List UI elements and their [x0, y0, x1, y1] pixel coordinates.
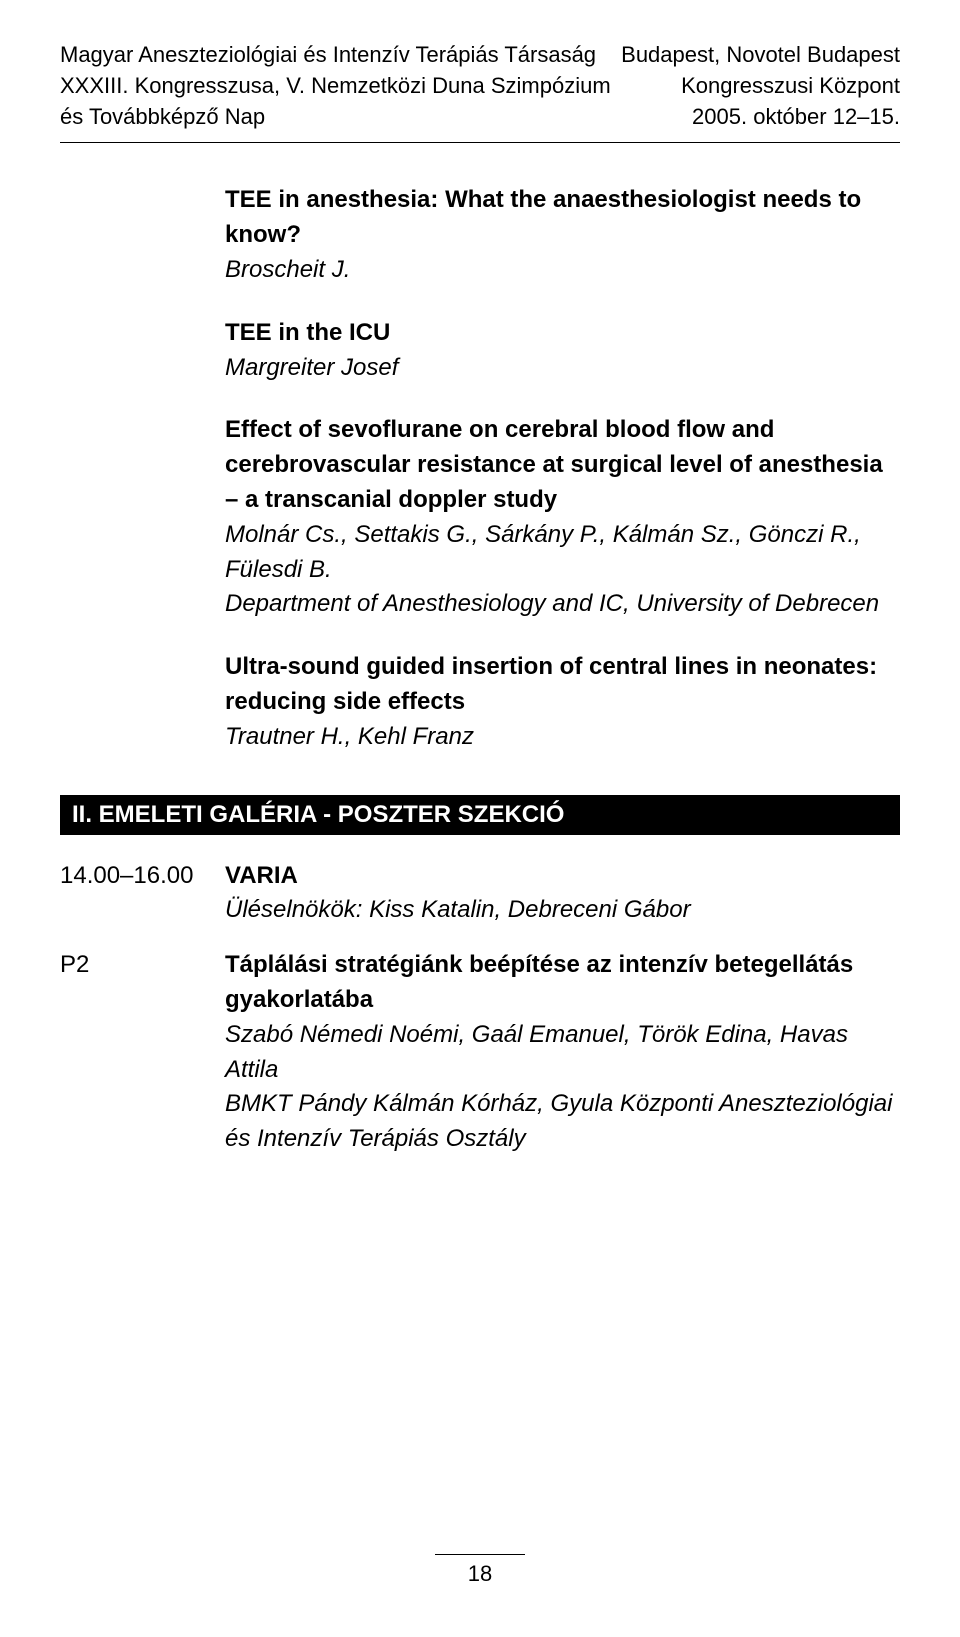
- header-left: Magyar Aneszteziológiai és Intenzív Terá…: [60, 40, 611, 132]
- page-number-line: [435, 1554, 525, 1555]
- session-title: VARIA: [225, 859, 900, 894]
- main-content: TEE in anesthesia: What the anaesthesiol…: [225, 183, 900, 754]
- page-number: 18: [435, 1554, 525, 1587]
- header-left-line2: XXXIII. Kongresszusa, V. Nemzetközi Duna…: [60, 71, 611, 102]
- page-number-value: 18: [435, 1561, 525, 1587]
- talk-4-authors: Trautner H., Kehl Franz: [225, 720, 900, 755]
- header-left-line3: és Továbbképző Nap: [60, 102, 611, 133]
- header-right: Budapest, Novotel Budapest Kongresszusi …: [621, 40, 900, 132]
- talk-1-title: TEE in anesthesia: What the anaesthesiol…: [225, 183, 900, 253]
- talk-2-title: TEE in the ICU: [225, 316, 900, 351]
- talk-2-author: Margreiter Josef: [225, 351, 900, 386]
- talk-3-affiliation: Department of Anesthesiology and IC, Uni…: [225, 587, 900, 622]
- talk-4-title: Ultra-sound guided insertion of central …: [225, 650, 900, 720]
- talk-1: TEE in anesthesia: What the anaesthesiol…: [225, 183, 900, 287]
- poster-content: Táplálási stratégiánk beépítése az inten…: [225, 948, 900, 1157]
- poster-affiliation: BMKT Pándy Kálmán Kórház, Gyula Központi…: [225, 1087, 900, 1157]
- poster-title: Táplálási stratégiánk beépítése az inten…: [225, 948, 900, 1018]
- talk-3-title: Effect of sevoflurane on cerebral blood …: [225, 413, 900, 517]
- talk-2: TEE in the ICU Margreiter Josef: [225, 316, 900, 386]
- schedule-time: 14.00–16.00: [60, 859, 225, 929]
- section-bar: II. EMELETI GALÉRIA - POSZTER SZEKCIÓ: [60, 795, 900, 835]
- poster-authors: Szabó Némedi Noémi, Gaál Emanuel, Török …: [225, 1018, 900, 1088]
- poster-code: P2: [60, 948, 225, 1157]
- session-chairs: Üléselnökök: Kiss Katalin, Debreceni Gáb…: [225, 893, 900, 928]
- header-right-line1: Budapest, Novotel Budapest: [621, 40, 900, 71]
- poster-row: P2 Táplálási stratégiánk beépítése az in…: [60, 948, 900, 1157]
- header-right-line3: 2005. október 12–15.: [621, 102, 900, 133]
- header-left-line1: Magyar Aneszteziológiai és Intenzív Terá…: [60, 40, 611, 71]
- header-divider: [60, 142, 900, 143]
- page-header: Magyar Aneszteziológiai és Intenzív Terá…: [60, 40, 900, 132]
- talk-1-author: Broscheit J.: [225, 253, 900, 288]
- schedule-row: 14.00–16.00 VARIA Üléselnökök: Kiss Kata…: [60, 859, 900, 929]
- talk-4: Ultra-sound guided insertion of central …: [225, 650, 900, 754]
- header-right-line2: Kongresszusi Központ: [621, 71, 900, 102]
- talk-3-authors: Molnár Cs., Settakis G., Sárkány P., Kál…: [225, 518, 900, 588]
- schedule-content: VARIA Üléselnökök: Kiss Katalin, Debrece…: [225, 859, 900, 929]
- talk-3: Effect of sevoflurane on cerebral blood …: [225, 413, 900, 622]
